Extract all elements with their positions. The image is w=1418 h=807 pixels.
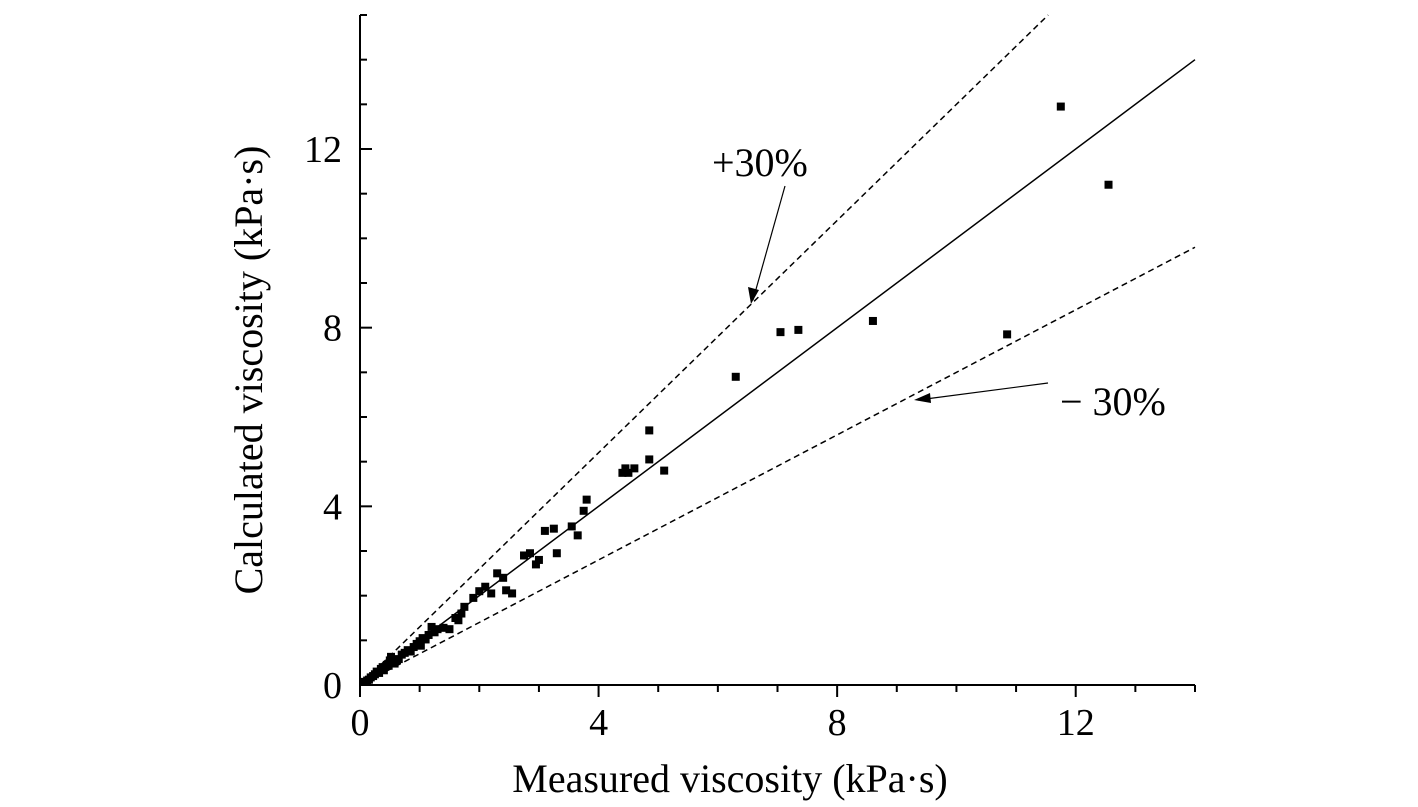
data-point: [508, 589, 517, 598]
plus-30-arrow: [752, 185, 786, 301]
data-point: [582, 495, 591, 504]
plus-30-arrowhead: [748, 287, 759, 304]
data-point: [493, 569, 502, 578]
data-points: [360, 102, 1113, 686]
data-point: [618, 468, 627, 477]
data-point: [424, 630, 433, 639]
data-point: [645, 426, 654, 435]
data-point: [552, 549, 561, 558]
y-tick-label: 4: [323, 486, 342, 528]
minus-30-arrow: [917, 382, 1049, 401]
data-point: [394, 655, 403, 664]
data-point: [660, 466, 669, 475]
ticks: 0 4 8 12 0 4 8 12: [304, 14, 1196, 744]
y-axis-title: Calculated viscosity (kPa·s): [226, 146, 271, 595]
data-point: [630, 464, 639, 473]
minus-30-arrowhead: [914, 393, 931, 403]
data-point: [384, 661, 393, 670]
data-point: [1104, 180, 1113, 189]
data-point: [573, 531, 582, 540]
data-point: [531, 560, 540, 569]
data-point: [567, 522, 576, 531]
data-point: [439, 623, 448, 632]
y-tick-label: 8: [323, 308, 342, 350]
reference-line-3: [359, 246, 1196, 686]
minus-30-label: − 30%: [1060, 379, 1166, 424]
data-point: [469, 593, 478, 602]
x-axis-title: Measured viscosity (kPa·s): [512, 756, 947, 801]
x-tick-label: 0: [351, 702, 370, 744]
data-point: [375, 668, 384, 677]
data-point: [868, 316, 877, 325]
data-point: [457, 609, 466, 618]
data-point: [525, 549, 534, 558]
data-point: [776, 328, 785, 337]
data-point: [520, 551, 529, 560]
data-point: [416, 641, 425, 650]
plus-30-label: +30%: [712, 140, 808, 185]
data-point: [427, 622, 436, 631]
data-point: [475, 587, 484, 596]
data-point: [621, 464, 630, 473]
y-tick-label: 12: [304, 129, 342, 171]
data-point: [1003, 330, 1012, 339]
x-tick-label: 12: [1057, 702, 1095, 744]
data-point: [487, 589, 496, 598]
data-point: [579, 506, 588, 515]
y-tick-label: 0: [323, 665, 342, 707]
annotation-minus-30: − 30%: [914, 379, 1166, 424]
x-tick-label: 8: [828, 702, 847, 744]
data-point: [499, 573, 508, 582]
data-point: [421, 635, 430, 644]
data-point: [433, 625, 442, 634]
data-point: [454, 616, 463, 625]
data-point: [549, 524, 558, 533]
data-point: [406, 647, 415, 656]
annotation-plus-30: +30%: [712, 140, 808, 304]
data-point: [387, 652, 396, 661]
data-point: [481, 582, 490, 591]
data-point: [540, 526, 549, 535]
data-point: [794, 325, 803, 334]
data-point: [731, 372, 740, 381]
x-tick-label: 4: [589, 702, 608, 744]
data-point: [502, 586, 511, 595]
data-point: [624, 468, 633, 477]
data-point: [460, 602, 469, 611]
data-point: [534, 555, 543, 564]
data-point: [379, 666, 388, 675]
data-point: [1056, 102, 1065, 111]
data-point: [645, 455, 654, 464]
reference-line-2: [359, 14, 1049, 686]
data-point: [445, 625, 454, 634]
